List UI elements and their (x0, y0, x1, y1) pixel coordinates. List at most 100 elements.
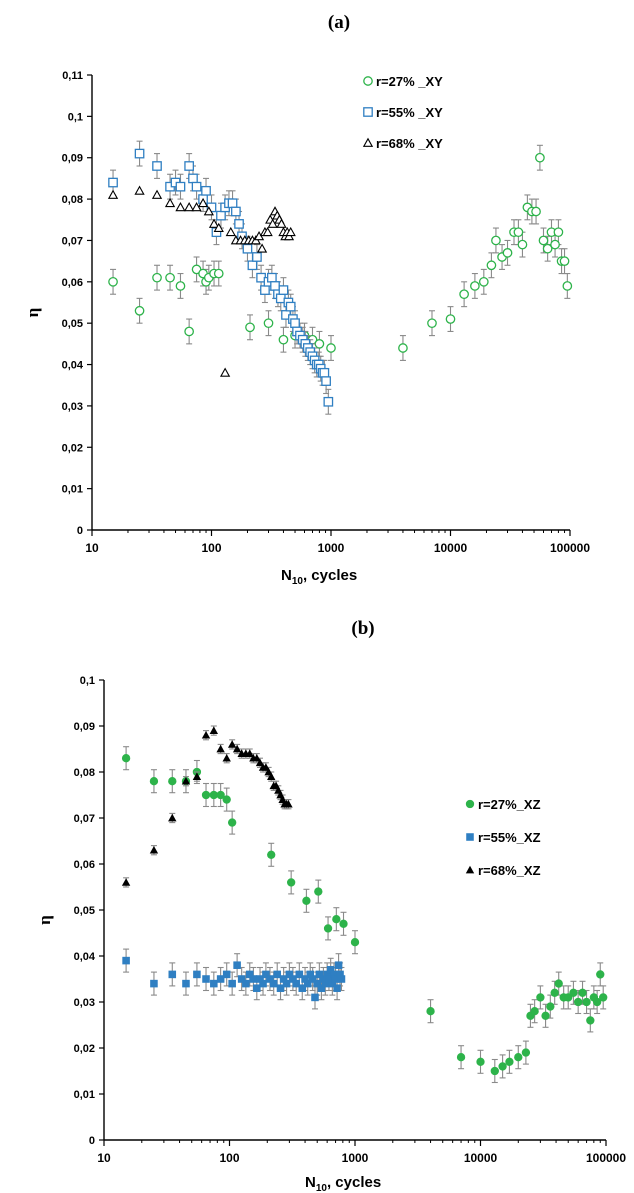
data-point (181, 777, 191, 785)
panel-b-x-tick-label: 100 (219, 1151, 239, 1165)
data-point (182, 979, 190, 988)
panel-b-series-0 (121, 746, 608, 1084)
data-point (203, 206, 214, 216)
legend-marker (363, 76, 373, 86)
data-point (222, 754, 231, 762)
data-point (285, 301, 296, 312)
data-point (331, 975, 340, 983)
legend-marker (362, 137, 374, 147)
data-point (253, 984, 261, 992)
data-point (459, 289, 469, 300)
data-point (151, 189, 163, 199)
data-point (168, 813, 177, 822)
data-point (225, 226, 236, 237)
panel-a-x-tick-label: 1000 (318, 541, 345, 555)
data-point (282, 979, 291, 988)
data-point (227, 198, 238, 209)
data-point (242, 979, 250, 988)
data-point (502, 248, 513, 258)
panel-b-y-tick-label: 0,09 (74, 721, 95, 733)
panel-b-x-tick-label: 10 (97, 1151, 111, 1165)
data-point (175, 181, 186, 192)
data-point (266, 975, 274, 983)
data-point (325, 975, 333, 983)
data-point (339, 919, 348, 928)
panel-b-y-tick-label: 0 (89, 1135, 95, 1147)
data-point (542, 243, 553, 254)
data-point (398, 343, 408, 353)
data-point (564, 993, 573, 1002)
panel-b-legend: r=27%_XZ r=55%_XZ r=68%_XZ (465, 797, 541, 878)
data-point (586, 1016, 595, 1025)
data-point (256, 975, 264, 983)
data-point (231, 206, 241, 217)
panel-b-y-tick-label: 0,05 (74, 905, 95, 917)
panel-a-y-tick-label: 0,1 (68, 111, 83, 123)
data-point (553, 227, 564, 238)
panel-a-y-tick-label: 0,09 (62, 153, 83, 165)
panel-a-x-tick-label: 10 (85, 541, 99, 555)
data-point (252, 754, 261, 762)
data-point (201, 731, 211, 739)
panel-b-y-tick-label: 0,04 (74, 951, 96, 963)
data-point (270, 281, 280, 291)
data-point (319, 367, 330, 378)
data-point (476, 1057, 485, 1066)
data-point (209, 726, 219, 734)
data-point (319, 975, 328, 983)
data-point (323, 970, 331, 979)
data-point (278, 285, 289, 295)
panel-b-series-1 (122, 948, 346, 1010)
data-point (216, 790, 225, 800)
data-point (216, 975, 225, 983)
data-point (134, 148, 145, 159)
data-point (285, 226, 296, 237)
data-point (245, 970, 254, 979)
data-point (306, 970, 315, 979)
panel-a-y-title: η (23, 308, 42, 318)
panel-a-x-tick-label: 100000 (550, 541, 590, 555)
legend-label: r=68% _XY (376, 136, 443, 151)
data-point (184, 202, 195, 212)
data-point (201, 790, 211, 800)
data-point (562, 281, 573, 291)
data-point (292, 979, 300, 988)
data-point (197, 197, 209, 208)
data-point (208, 218, 220, 228)
data-point (175, 202, 186, 212)
data-point (289, 975, 297, 983)
panel-a-y-tick-label: 0,01 (62, 484, 83, 496)
data-point (321, 376, 331, 386)
data-point (233, 961, 241, 969)
panel-b-series-2 (121, 725, 293, 888)
data-point (175, 281, 186, 291)
data-point (573, 997, 583, 1007)
data-point (263, 318, 274, 329)
data-point (578, 988, 587, 997)
data-point (192, 772, 202, 780)
panel-a-y-tick-label: 0,02 (62, 442, 83, 454)
data-point (521, 1048, 531, 1057)
panel-b-y-tick-label: 0,01 (74, 1089, 95, 1101)
data-point (427, 318, 437, 329)
panel-a-series-1 (108, 140, 334, 415)
panel-b-y-tick-label: 0,07 (74, 813, 95, 825)
panel-b-y-tick-label: 0,02 (74, 1043, 95, 1055)
data-point (285, 970, 294, 979)
legend-label: r=55% _XY (376, 105, 443, 120)
data-point (234, 219, 244, 229)
data-point (262, 226, 273, 237)
data-point (273, 970, 281, 979)
data-point (260, 285, 270, 295)
panel-b-y-tick-label: 0,1 (80, 675, 95, 687)
data-point (514, 1053, 523, 1062)
panel-b: (b) 0 0,01 0,02 0,03 0,04 0,05 0,06 0,07 0,08 0,09… (35, 618, 626, 1193)
data-point (334, 961, 343, 969)
data-point (278, 334, 289, 345)
data-point (237, 975, 246, 983)
data-point (242, 243, 253, 254)
data-point (550, 988, 559, 997)
panel-b-y-tick-label: 0,06 (74, 859, 95, 871)
data-point (330, 970, 338, 979)
data-point (290, 318, 300, 329)
